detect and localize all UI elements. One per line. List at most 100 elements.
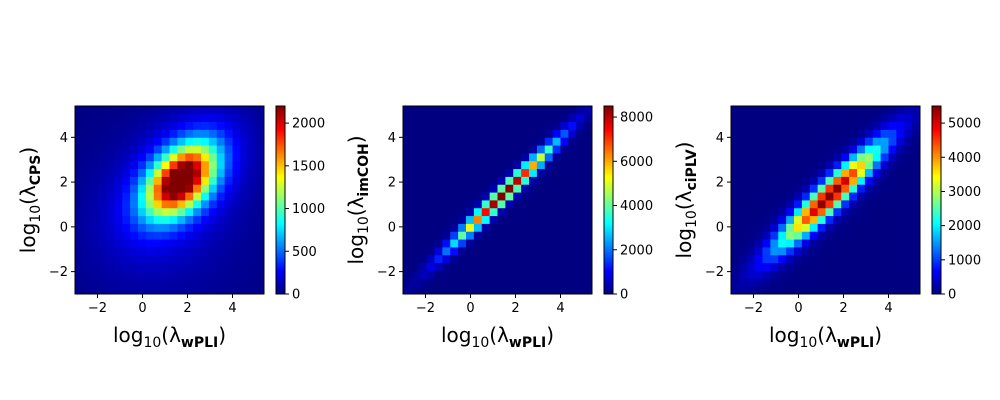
- colorbar-segment: [604, 182, 613, 185]
- heatmap-cell: [513, 254, 522, 264]
- heatmap-cell: [754, 168, 763, 177]
- heatmap-cell: [216, 106, 226, 115]
- heatmap-cell: [762, 254, 771, 264]
- heatmap-cell: [794, 160, 803, 170]
- heatmap-cell: [161, 145, 170, 154]
- heatmap-cell: [224, 207, 233, 217]
- heatmap-cell: [544, 153, 554, 162]
- heatmap-cell: [809, 239, 819, 248]
- colorbar-segment: [276, 158, 285, 162]
- heatmap-cell: [473, 129, 483, 138]
- heatmap-cell: [232, 200, 241, 209]
- heatmap-cell: [216, 262, 226, 271]
- heatmap-cell: [138, 121, 147, 130]
- heatmap-cell: [762, 106, 771, 115]
- heatmap-cell: [584, 113, 593, 123]
- heatmap-cell: [426, 106, 435, 115]
- heatmap-cell: [864, 176, 874, 185]
- heatmap-cell: [169, 121, 178, 130]
- heatmap-cell: [584, 270, 593, 279]
- colorbar-segment: [604, 115, 613, 119]
- heatmap-cell: [896, 278, 905, 287]
- heatmap-cell: [248, 129, 257, 138]
- heatmap-cell: [841, 184, 850, 193]
- heatmap-cell: [114, 270, 123, 279]
- heatmap-cell: [434, 215, 443, 224]
- heatmap-cell: [809, 153, 819, 162]
- heatmap-cell: [450, 106, 459, 115]
- heatmap-cell: [185, 200, 194, 209]
- colorbar-segment: [276, 147, 285, 150]
- heatmap-cell: [106, 270, 115, 279]
- heatmap-cell: [584, 262, 593, 271]
- heatmap-cell: [201, 207, 210, 217]
- heatmap-cell: [576, 184, 585, 193]
- heatmap-cell: [762, 231, 771, 240]
- heatmap-cell: [912, 176, 921, 185]
- colorbar-segment: [932, 166, 941, 170]
- heatmap-cell: [138, 231, 147, 240]
- heatmap-cell: [786, 286, 795, 295]
- heatmap-cell: [216, 168, 226, 177]
- heatmap-cell: [560, 254, 569, 264]
- heatmap-cell: [224, 262, 233, 271]
- colorbar-segment: [604, 170, 613, 173]
- heatmap-cell: [208, 223, 218, 232]
- heatmap-cells: [731, 106, 921, 295]
- heatmap-cell: [466, 113, 475, 123]
- heatmap-cell: [888, 200, 897, 209]
- heatmap-cell: [130, 106, 139, 115]
- heatmap-cell: [497, 129, 506, 138]
- heatmap-cell: [216, 176, 226, 185]
- heatmap-cell: [568, 223, 577, 232]
- heatmap-cell: [138, 239, 147, 248]
- colorbar-segment: [932, 170, 941, 173]
- heatmap-cell: [240, 200, 249, 209]
- heatmap-cell: [418, 278, 428, 287]
- heatmap-cell: [256, 207, 265, 217]
- heatmap-cell: [201, 231, 210, 240]
- heatmap-cell: [481, 121, 491, 130]
- heatmap-cell: [841, 247, 850, 256]
- colorbar-segment: [932, 158, 941, 162]
- heatmap-cell: [185, 121, 194, 130]
- heatmap-cell: [762, 270, 771, 279]
- heatmap-cell: [161, 223, 170, 232]
- heatmap-cell: [513, 200, 522, 209]
- heatmap-cell: [240, 254, 249, 264]
- heatmap-cell: [794, 207, 803, 217]
- heatmap-cell: [731, 239, 740, 248]
- heatmap-cell: [568, 286, 577, 295]
- heatmap-cell: [888, 278, 897, 287]
- heatmap-cell: [248, 286, 257, 295]
- heatmap-cell: [153, 176, 163, 185]
- heatmap-cell: [442, 168, 451, 177]
- heatmap-cell: [544, 207, 554, 217]
- heatmap-cell: [849, 184, 858, 193]
- colorbar-segment: [276, 145, 285, 148]
- heatmap-cell: [505, 231, 514, 240]
- heatmap-cell: [552, 270, 561, 279]
- heatmap-cell: [458, 129, 467, 138]
- heatmap-cell: [208, 200, 218, 209]
- heatmap-cell: [434, 254, 443, 264]
- heatmap-cell: [240, 286, 249, 295]
- colorbar-segment: [604, 174, 613, 177]
- heatmap-cell: [403, 160, 412, 170]
- heatmap-cell: [224, 270, 233, 279]
- heatmap-cell: [75, 113, 84, 123]
- heatmap-cell: [849, 176, 858, 185]
- heatmap-cell: [576, 192, 585, 201]
- heatmap-cell: [161, 278, 170, 287]
- heatmap-cell: [896, 192, 905, 201]
- heatmap-cell: [442, 286, 451, 295]
- heatmap-cell: [841, 113, 850, 123]
- heatmap-cell: [442, 153, 451, 162]
- colorbar-segment: [604, 201, 613, 205]
- heatmap-cell: [473, 223, 483, 232]
- heatmap-cell: [497, 106, 506, 115]
- colorbar-segment: [276, 135, 285, 138]
- heatmap-cell: [106, 160, 115, 170]
- heatmap-cell: [521, 106, 530, 115]
- heatmap-cell: [529, 262, 538, 271]
